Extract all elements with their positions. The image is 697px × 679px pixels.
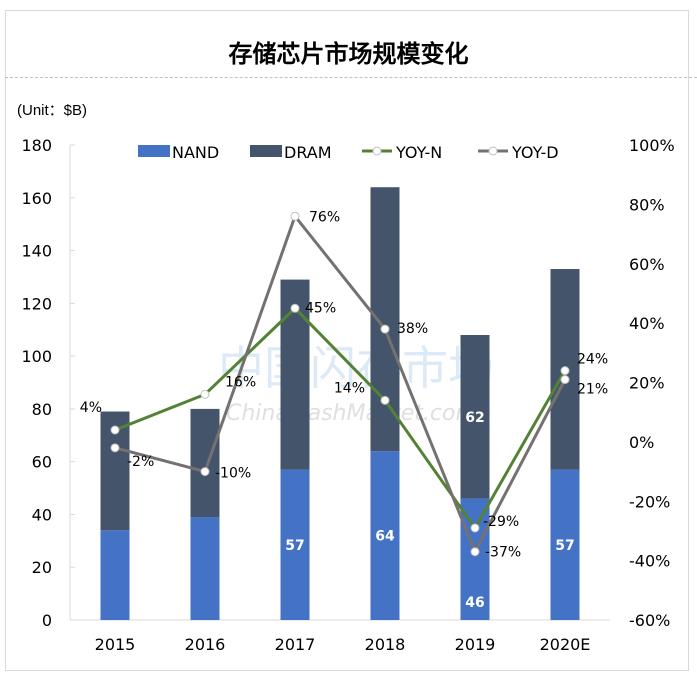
x-tick-label: 2019: [455, 635, 496, 654]
bar-label-dram: 62: [465, 410, 484, 426]
data-label-yoy-n: 4%: [80, 400, 102, 416]
bar-label-nand: 46: [465, 595, 484, 611]
y-left-tick-label: 80: [32, 400, 52, 419]
point-yoy-d: [110, 443, 120, 453]
bar-nand: [190, 517, 220, 620]
y-left-tick-label: 0: [42, 611, 52, 630]
y-right-tick-label: 20%: [629, 374, 665, 393]
y-left-tick-label: 120: [21, 294, 52, 313]
x-tick-label: 2016: [185, 635, 226, 654]
point-yoy-n: [110, 425, 120, 435]
y-left-tick-label: 60: [32, 453, 52, 472]
line-yoy-d: [114, 213, 567, 556]
point-yoy-n: [470, 523, 480, 533]
title-divider: [5, 77, 697, 78]
chart-title: 存储芯片市场规模变化: [228, 40, 469, 68]
legend-label-nand: NAND: [172, 143, 219, 162]
point-yoy-d: [560, 375, 570, 385]
y-left-tick-label: 40: [32, 505, 52, 524]
y-right-tick-label: 40%: [629, 314, 665, 333]
legend-marker-yoy-d: [488, 146, 498, 156]
y-right-tick-label: 80%: [629, 195, 665, 214]
bar-nand: [550, 469, 580, 620]
x-tick-label: 2017: [275, 635, 316, 654]
legend-swatch-nand: [138, 145, 170, 157]
data-label-yoy-d: -10%: [215, 466, 251, 482]
data-label-yoy-d: 76%: [309, 209, 340, 225]
data-label-yoy-d: 21%: [577, 382, 608, 398]
x-tick-label: 2018: [365, 635, 406, 654]
bar-label-nand: 64: [375, 529, 395, 545]
legend-marker-yoy-n: [372, 146, 382, 156]
point-yoy-d: [200, 467, 210, 477]
point-yoy-d: [470, 547, 480, 557]
point-yoy-n: [560, 366, 570, 376]
line-yoy-n: [114, 306, 567, 531]
bar-nand: [370, 451, 400, 620]
bar-dram: [190, 408, 220, 518]
watermark: 中国闪存市场 ChinaFlashMarket.com: [218, 341, 494, 426]
x-tick-label: 2015: [95, 635, 136, 654]
legend-label-dram: DRAM: [284, 143, 332, 162]
chart-frame: [5, 10, 689, 671]
data-label-yoy-d: 38%: [397, 321, 428, 337]
point-yoy-d: [290, 211, 300, 221]
data-label-yoy-n: 24%: [577, 352, 608, 368]
point-yoy-n: [200, 389, 210, 399]
y-right-tick-label: 0%: [629, 433, 654, 452]
bar-nand: [460, 498, 490, 620]
bar-label-nand: 57: [285, 538, 304, 554]
bar-nand: [280, 469, 310, 620]
legend-swatch-dram: [250, 145, 282, 157]
watermark-cn: 中国闪存市场: [218, 341, 494, 395]
legend-label-yoy-n: YOY-N: [395, 143, 442, 162]
legend-label-yoy-d: YOY-D: [511, 143, 559, 162]
y-left-tick-label: 140: [21, 242, 52, 261]
y-left-tick-label: 180: [21, 136, 52, 155]
y-right-tick-label: -60%: [629, 611, 670, 630]
point-yoy-d: [380, 324, 390, 334]
y-right-tick-label: -20%: [629, 492, 670, 511]
y-left-tick-label: 160: [21, 189, 52, 208]
x-tick-label: 2020E: [540, 635, 591, 654]
data-label-yoy-n: 16%: [225, 374, 256, 390]
y-left-tick-label: 20: [32, 558, 52, 577]
point-yoy-n: [380, 395, 390, 405]
data-label-yoy-n: 14%: [334, 380, 365, 396]
y-right-tick-label: 100%: [629, 136, 675, 155]
y-right-tick-label: -40%: [629, 552, 670, 571]
point-yoy-n: [290, 303, 300, 313]
bar-label-nand: 57: [555, 538, 574, 554]
y-right-tick-label: 60%: [629, 255, 665, 274]
data-label-yoy-n: -29%: [483, 514, 519, 530]
watermark-en: ChinaFlashMarket.com: [226, 401, 477, 426]
bar-dram: [460, 335, 490, 499]
bar-dram: [370, 187, 400, 452]
legend: NAND DRAM YOY-N YOY-D: [138, 143, 559, 162]
bar-nand: [100, 530, 130, 620]
y-left-tick-label: 100: [21, 347, 52, 366]
data-label-yoy-n: 45%: [305, 300, 336, 316]
data-label-yoy-d: -37%: [485, 545, 521, 561]
unit-label: (Unit：$B): [17, 102, 88, 119]
data-label-yoy-d: -2%: [127, 454, 154, 470]
